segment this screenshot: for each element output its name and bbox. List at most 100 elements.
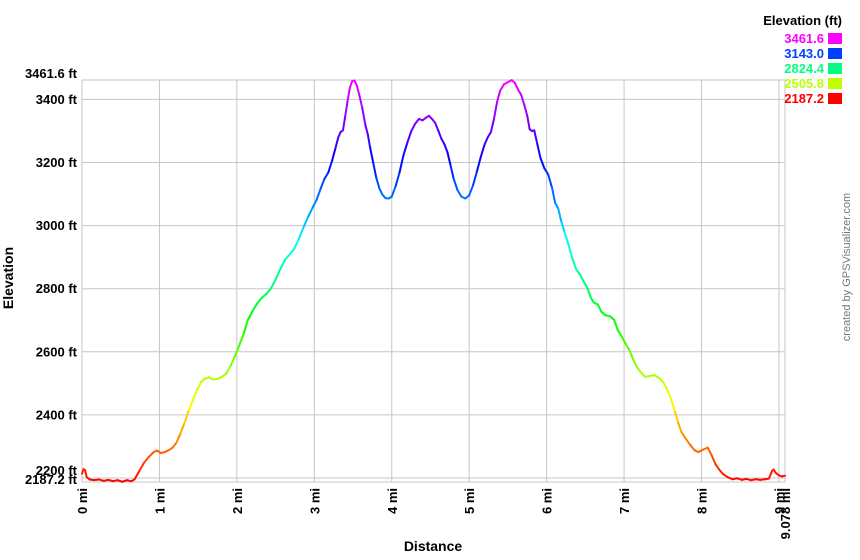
- profile-segment: [624, 342, 631, 352]
- profile-segment: [307, 206, 314, 218]
- profile-segment: [361, 107, 367, 127]
- legend-title: Elevation (ft): [763, 13, 842, 28]
- profile-segment: [183, 409, 190, 425]
- profile-segment: [364, 124, 369, 136]
- profile-segment: [539, 156, 546, 170]
- profile-segment: [229, 356, 236, 367]
- profile-segment: [323, 171, 330, 180]
- profile-segment: [496, 89, 502, 103]
- y-tick-label: 2200 ft: [36, 463, 78, 478]
- credit-text: created by GPSVisualizer.com: [841, 193, 853, 341]
- profile-segment: [446, 151, 452, 167]
- legend-value: 2505.8: [784, 76, 824, 91]
- profile-segment: [714, 463, 721, 471]
- profile-segment: [582, 280, 589, 290]
- x-tick-label: 2 mi: [230, 488, 245, 514]
- profile-segment: [297, 226, 305, 240]
- profile-segment: [437, 129, 443, 140]
- legend: Elevation (ft) 3461.6 3143.0 2824.4 2505.8 2…: [763, 13, 842, 106]
- profile-segment: [269, 278, 277, 290]
- profile-segment: [142, 456, 150, 464]
- profile-segment: [319, 177, 326, 191]
- x-tick-label: 8 mi: [695, 488, 710, 514]
- y-tick-label: 3400 ft: [36, 92, 78, 107]
- y-tick-label: 2600 ft: [36, 344, 78, 359]
- x-axis-title: Distance: [404, 538, 463, 554]
- profile-segment: [596, 303, 603, 314]
- legend-row: 2505.8: [763, 76, 842, 91]
- profile-segment: [246, 310, 254, 322]
- profile-segment: [468, 184, 475, 197]
- profile-segment: [334, 136, 340, 150]
- x-tick-label: 6 mi: [540, 488, 555, 514]
- profile-segment: [225, 364, 232, 375]
- profile-segment: [274, 268, 282, 281]
- x-tick-label: 9.078 mi: [778, 488, 793, 539]
- profile-segment: [440, 137, 446, 146]
- profile-segment: [662, 381, 669, 392]
- profile-segment: [251, 302, 259, 313]
- profile-segment: [586, 287, 592, 299]
- profile-segment: [344, 99, 349, 117]
- profile-segment: [279, 258, 286, 271]
- profile-segment: [147, 451, 155, 459]
- profile-segment: [523, 103, 529, 117]
- x-tick-label: 3 mi: [307, 488, 322, 514]
- profile-segment: [443, 143, 449, 154]
- profile-segment: [410, 123, 416, 133]
- profile-segment: [710, 454, 717, 466]
- profile-segment: [187, 397, 195, 412]
- profile-segment: [613, 318, 619, 332]
- legend-value: 2187.2: [784, 91, 824, 106]
- profile-segment: [575, 268, 581, 276]
- profile-segment: [452, 177, 459, 192]
- profile-segment: [551, 186, 557, 204]
- legend-color-swatch: [828, 63, 842, 74]
- x-tick-label: 4 mi: [385, 488, 400, 514]
- profile-segment: [311, 198, 318, 209]
- profile-segment: [533, 129, 539, 146]
- profile-segment: [657, 376, 665, 384]
- profile-segment: [781, 474, 786, 478]
- profile-segment: [375, 176, 381, 190]
- y-tick-label: 3000 ft: [36, 218, 78, 233]
- legend-row: 2187.2: [763, 91, 842, 106]
- profile-segment: [628, 349, 635, 361]
- profile-segment: [256, 296, 263, 305]
- profile-segment: [472, 170, 478, 187]
- profile-segment: [390, 185, 397, 198]
- profile-segment: [636, 366, 643, 374]
- profile-segment: [456, 189, 463, 198]
- profile-segment: [192, 388, 199, 400]
- y-axis-title: Elevation: [0, 247, 16, 309]
- profile-segment: [767, 470, 773, 480]
- legend-value: 2824.4: [784, 61, 824, 76]
- y-tick-label: 2400 ft: [36, 407, 78, 422]
- profile-segment: [346, 86, 351, 102]
- profile-segment: [175, 432, 182, 444]
- x-tick-label: 9 mi: [772, 488, 787, 514]
- profile-segment: [483, 136, 489, 146]
- profile-segment: [684, 436, 691, 446]
- profile-segment: [233, 344, 241, 359]
- x-tick-label: 0 mi: [75, 488, 90, 514]
- profile-segment: [238, 332, 245, 347]
- profile-segment: [706, 446, 713, 457]
- profile-segment: [520, 93, 526, 106]
- profile-segment: [378, 187, 384, 196]
- profile-segment: [331, 147, 337, 162]
- x-tick-label: 7 mi: [617, 488, 632, 514]
- legend-value: 3461.6: [784, 31, 824, 46]
- profile-segment: [84, 469, 88, 479]
- profile-segment: [341, 114, 347, 132]
- profile-segment: [179, 422, 186, 435]
- profile-segment: [434, 121, 440, 132]
- profile-segment: [492, 100, 499, 120]
- profile-segment: [288, 247, 296, 256]
- profile-segment: [402, 141, 409, 157]
- profile-segment: [394, 171, 401, 188]
- profile-segment: [265, 287, 272, 296]
- profile-segment: [554, 201, 560, 210]
- profile-segment: [677, 422, 683, 433]
